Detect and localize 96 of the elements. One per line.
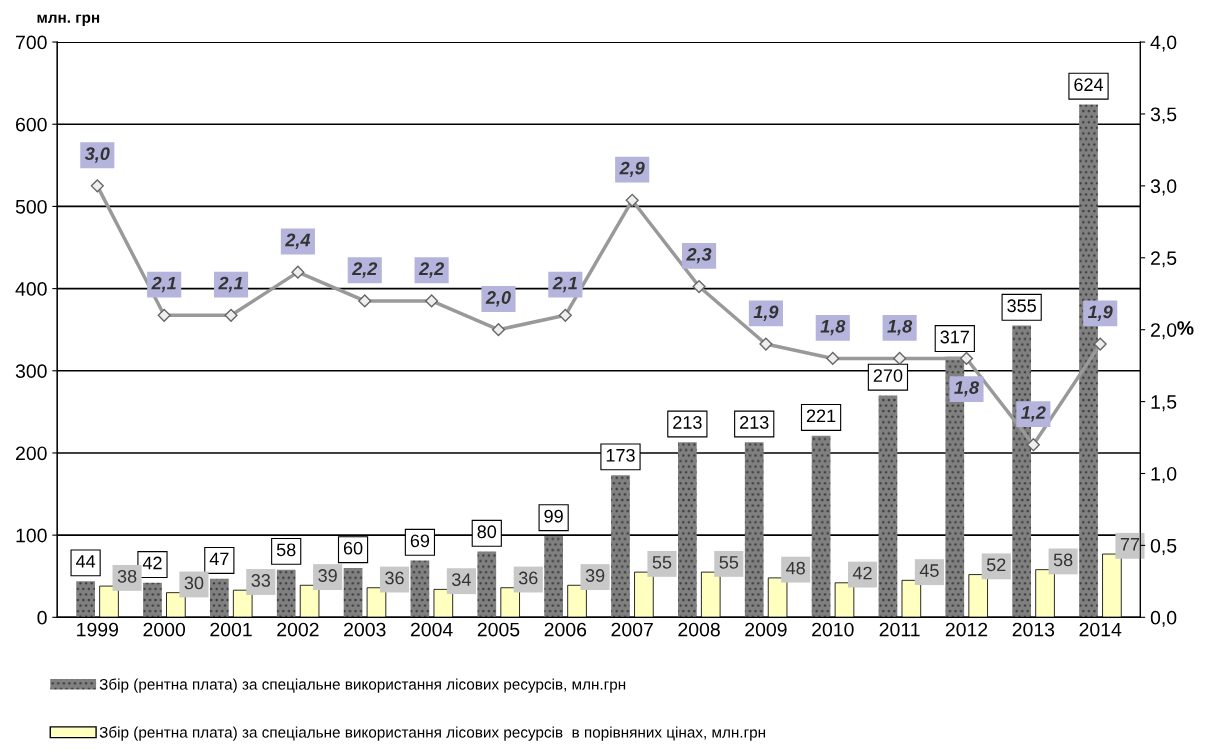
data-label: 2,0 xyxy=(485,291,511,307)
bar xyxy=(878,395,898,618)
y-tick-label: 600 xyxy=(16,117,47,132)
x-tick-label: 2008 xyxy=(678,622,720,637)
data-label: 1,9 xyxy=(1087,305,1113,321)
data-label: 2,2 xyxy=(418,262,444,278)
data-label: 2,1 xyxy=(552,276,577,293)
data-label: 270 xyxy=(873,369,903,382)
data-label: 42 xyxy=(852,566,872,580)
data-label: 45 xyxy=(919,564,939,577)
legend-label: Збір (рентна плата) за спеціальне використання лісових ресурсів в порівняних цінах, млн.грн xyxy=(99,726,766,741)
bar xyxy=(76,581,95,618)
bar xyxy=(677,442,697,618)
data-label: 1,8 xyxy=(887,319,913,336)
bar xyxy=(343,568,363,618)
data-label: 58 xyxy=(276,543,296,557)
data-label: 355 xyxy=(1007,299,1036,313)
data-label: 1,8 xyxy=(954,381,980,397)
data-label: 55 xyxy=(652,556,672,569)
y-tick-label: 400 xyxy=(15,282,47,296)
x-tick-label: 2000 xyxy=(143,622,186,637)
data-label: 221 xyxy=(806,409,836,423)
data-label: 47 xyxy=(209,552,229,566)
data-label: 317 xyxy=(940,330,969,344)
x-tick-label: 2003 xyxy=(344,622,386,637)
data-label: 44 xyxy=(75,555,96,568)
bar xyxy=(611,475,630,618)
data-label: 2,4 xyxy=(285,233,311,249)
y2-tick-label: 2,0 xyxy=(1151,323,1177,340)
x-tick-label: 2010 xyxy=(812,622,854,637)
data-label: 213 xyxy=(673,416,702,429)
x-tick-label: 2012 xyxy=(945,622,988,637)
data-label: 2,1 xyxy=(151,276,176,293)
bar xyxy=(410,560,430,618)
y-tick-label: 100 xyxy=(16,528,47,543)
data-label: 2,1 xyxy=(218,276,243,293)
y2-tick-label: 1,0 xyxy=(1151,466,1177,484)
x-tick-label: 2009 xyxy=(745,622,787,637)
y2-tick-label: 0,0 xyxy=(1150,610,1177,627)
y2-axis-title: % xyxy=(1177,321,1194,335)
data-label: 39 xyxy=(585,569,605,582)
bar xyxy=(143,582,162,618)
data-label: 3,0 xyxy=(84,147,110,163)
y-tick-label: 200 xyxy=(16,446,47,461)
x-tick-label: 2001 xyxy=(210,622,252,637)
x-tick-label: 2013 xyxy=(1012,622,1055,637)
data-label: 99 xyxy=(544,509,563,523)
data-label: 77 xyxy=(1120,538,1140,551)
data-label: 80 xyxy=(477,525,497,539)
data-label: 2,9 xyxy=(619,161,645,178)
data-label: 39 xyxy=(318,569,337,582)
data-label: 2,3 xyxy=(686,247,712,264)
data-label: 60 xyxy=(343,541,363,555)
x-tick-label: 2002 xyxy=(277,622,319,637)
y-tick-label: 500 xyxy=(15,199,47,214)
data-label: 1,2 xyxy=(1021,406,1046,422)
data-label: 36 xyxy=(518,571,538,585)
data-label: 33 xyxy=(251,574,271,587)
y-axis-title: млн. грн xyxy=(37,14,100,26)
legend-label: Збір (рентна плата) за спеціальне використання лісових ресурсів, млн.грн xyxy=(99,678,626,693)
data-label: 55 xyxy=(719,556,739,569)
y-tick-label: 700 xyxy=(16,35,47,50)
data-label: 36 xyxy=(385,571,404,585)
data-label: 173 xyxy=(606,448,635,462)
y2-tick-label: 4,0 xyxy=(1150,35,1177,52)
x-tick-label: 2006 xyxy=(544,622,587,637)
data-label: 624 xyxy=(1074,78,1104,92)
y2-tick-label: 0,5 xyxy=(1150,538,1177,555)
data-label: 34 xyxy=(452,573,471,587)
bar xyxy=(477,551,497,618)
x-tick-label: 1999 xyxy=(77,622,119,637)
data-label: 69 xyxy=(410,534,430,548)
y2-tick-label: 1,5 xyxy=(1151,395,1177,412)
data-label: 1,9 xyxy=(753,305,779,321)
data-label: 213 xyxy=(740,416,769,429)
x-tick-label: 2005 xyxy=(477,622,520,637)
y-tick-label: 0 xyxy=(37,610,47,625)
x-tick-label: 2011 xyxy=(879,622,920,637)
data-label: 48 xyxy=(786,561,805,575)
x-tick-label: 2007 xyxy=(611,622,653,637)
bar xyxy=(811,435,831,618)
y2-tick-label: 3,0 xyxy=(1150,179,1177,196)
bar xyxy=(744,442,764,618)
data-label: 52 xyxy=(986,558,1006,572)
bar xyxy=(544,535,563,618)
x-tick-label: 2004 xyxy=(410,622,453,637)
data-label: 30 xyxy=(184,576,204,590)
y2-tick-label: 2,5 xyxy=(1151,251,1177,268)
data-label: 42 xyxy=(142,556,162,570)
data-label: 58 xyxy=(1053,553,1073,567)
data-label: 1,8 xyxy=(820,319,846,336)
x-tick-label: 2014 xyxy=(1079,622,1122,637)
y-tick-label: 300 xyxy=(15,364,47,379)
y2-tick-label: 3,5 xyxy=(1150,107,1177,124)
data-label: 38 xyxy=(117,569,137,583)
data-label: 2,2 xyxy=(351,262,378,278)
